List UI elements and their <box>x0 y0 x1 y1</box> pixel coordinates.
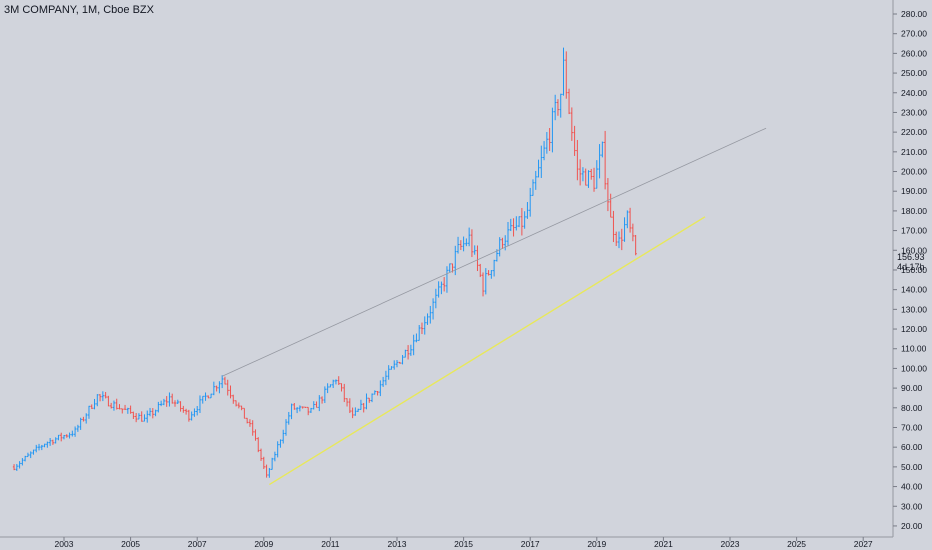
time-tick-label: 2015 <box>454 539 473 549</box>
time-axis[interactable]: 2003 2005 2007 2009 2011 2013 2015 2017 2019 2021… <box>55 537 873 549</box>
price-tick-label: 40.00 <box>901 482 923 492</box>
candlestick-series <box>12 47 637 478</box>
price-tick-label: 270.00 <box>901 29 927 39</box>
price-tick-label: 110.00 <box>901 344 927 354</box>
price-tick-label: 190.00 <box>901 186 927 196</box>
price-tick-label: 50.00 <box>901 462 923 472</box>
price-tick-label: 60.00 <box>901 442 923 452</box>
price-tick-label: 20.00 <box>901 521 923 531</box>
last-price-label: 156.93 4d 17h <box>897 252 925 272</box>
price-tick-label: 120.00 <box>901 324 927 334</box>
price-tick-label: 280.00 <box>901 9 927 19</box>
time-tick-label: 2019 <box>587 539 606 549</box>
price-tick-label: 80.00 <box>901 403 923 413</box>
price-tick-label: 90.00 <box>901 383 923 393</box>
bar-countdown: 4d 17h <box>897 262 925 272</box>
price-tick-label: 100.00 <box>901 363 927 373</box>
price-tick-label: 150.00 <box>901 265 927 275</box>
price-tick-label: 250.00 <box>901 68 927 78</box>
time-tick-label: 2013 <box>388 539 407 549</box>
price-tick-label: 30.00 <box>901 501 923 511</box>
price-tick-label: 160.00 <box>901 245 927 255</box>
price-tick-label: 130.00 <box>901 304 927 314</box>
price-axis[interactable]: 280.00 270.00 260.00 250.00 240.00 230.00 220.… <box>893 9 927 531</box>
chart-title: 3M COMPANY, 1M, Cboe BZX <box>4 4 154 16</box>
time-tick-label: 2025 <box>787 539 806 549</box>
time-tick-label: 2021 <box>654 539 673 549</box>
price-tick-label: 170.00 <box>901 226 927 236</box>
time-tick-label: 2007 <box>188 539 207 549</box>
support-trendline[interactable] <box>268 216 706 486</box>
price-tick-label: 260.00 <box>901 48 927 58</box>
time-tick-label: 2009 <box>254 539 273 549</box>
time-tick-label: 2027 <box>854 539 873 549</box>
time-tick-label: 2003 <box>55 539 74 549</box>
price-tick-label: 70.00 <box>901 422 923 432</box>
price-tick-label: 210.00 <box>901 147 927 157</box>
time-tick-label: 2005 <box>121 539 140 549</box>
resistance-trendline[interactable] <box>222 127 767 377</box>
price-tick-label: 200.00 <box>901 167 927 177</box>
time-tick-label: 2017 <box>521 539 540 549</box>
price-tick-label: 230.00 <box>901 107 927 117</box>
price-tick-label: 140.00 <box>901 285 927 295</box>
time-tick-label: 2011 <box>321 539 340 549</box>
last-price-value: 156.93 <box>897 252 925 262</box>
price-tick-label: 220.00 <box>901 127 927 137</box>
price-tick-label: 180.00 <box>901 206 927 216</box>
time-tick-label: 2023 <box>721 539 740 549</box>
price-tick-label: 240.00 <box>901 88 927 98</box>
trend-lines <box>222 127 767 486</box>
